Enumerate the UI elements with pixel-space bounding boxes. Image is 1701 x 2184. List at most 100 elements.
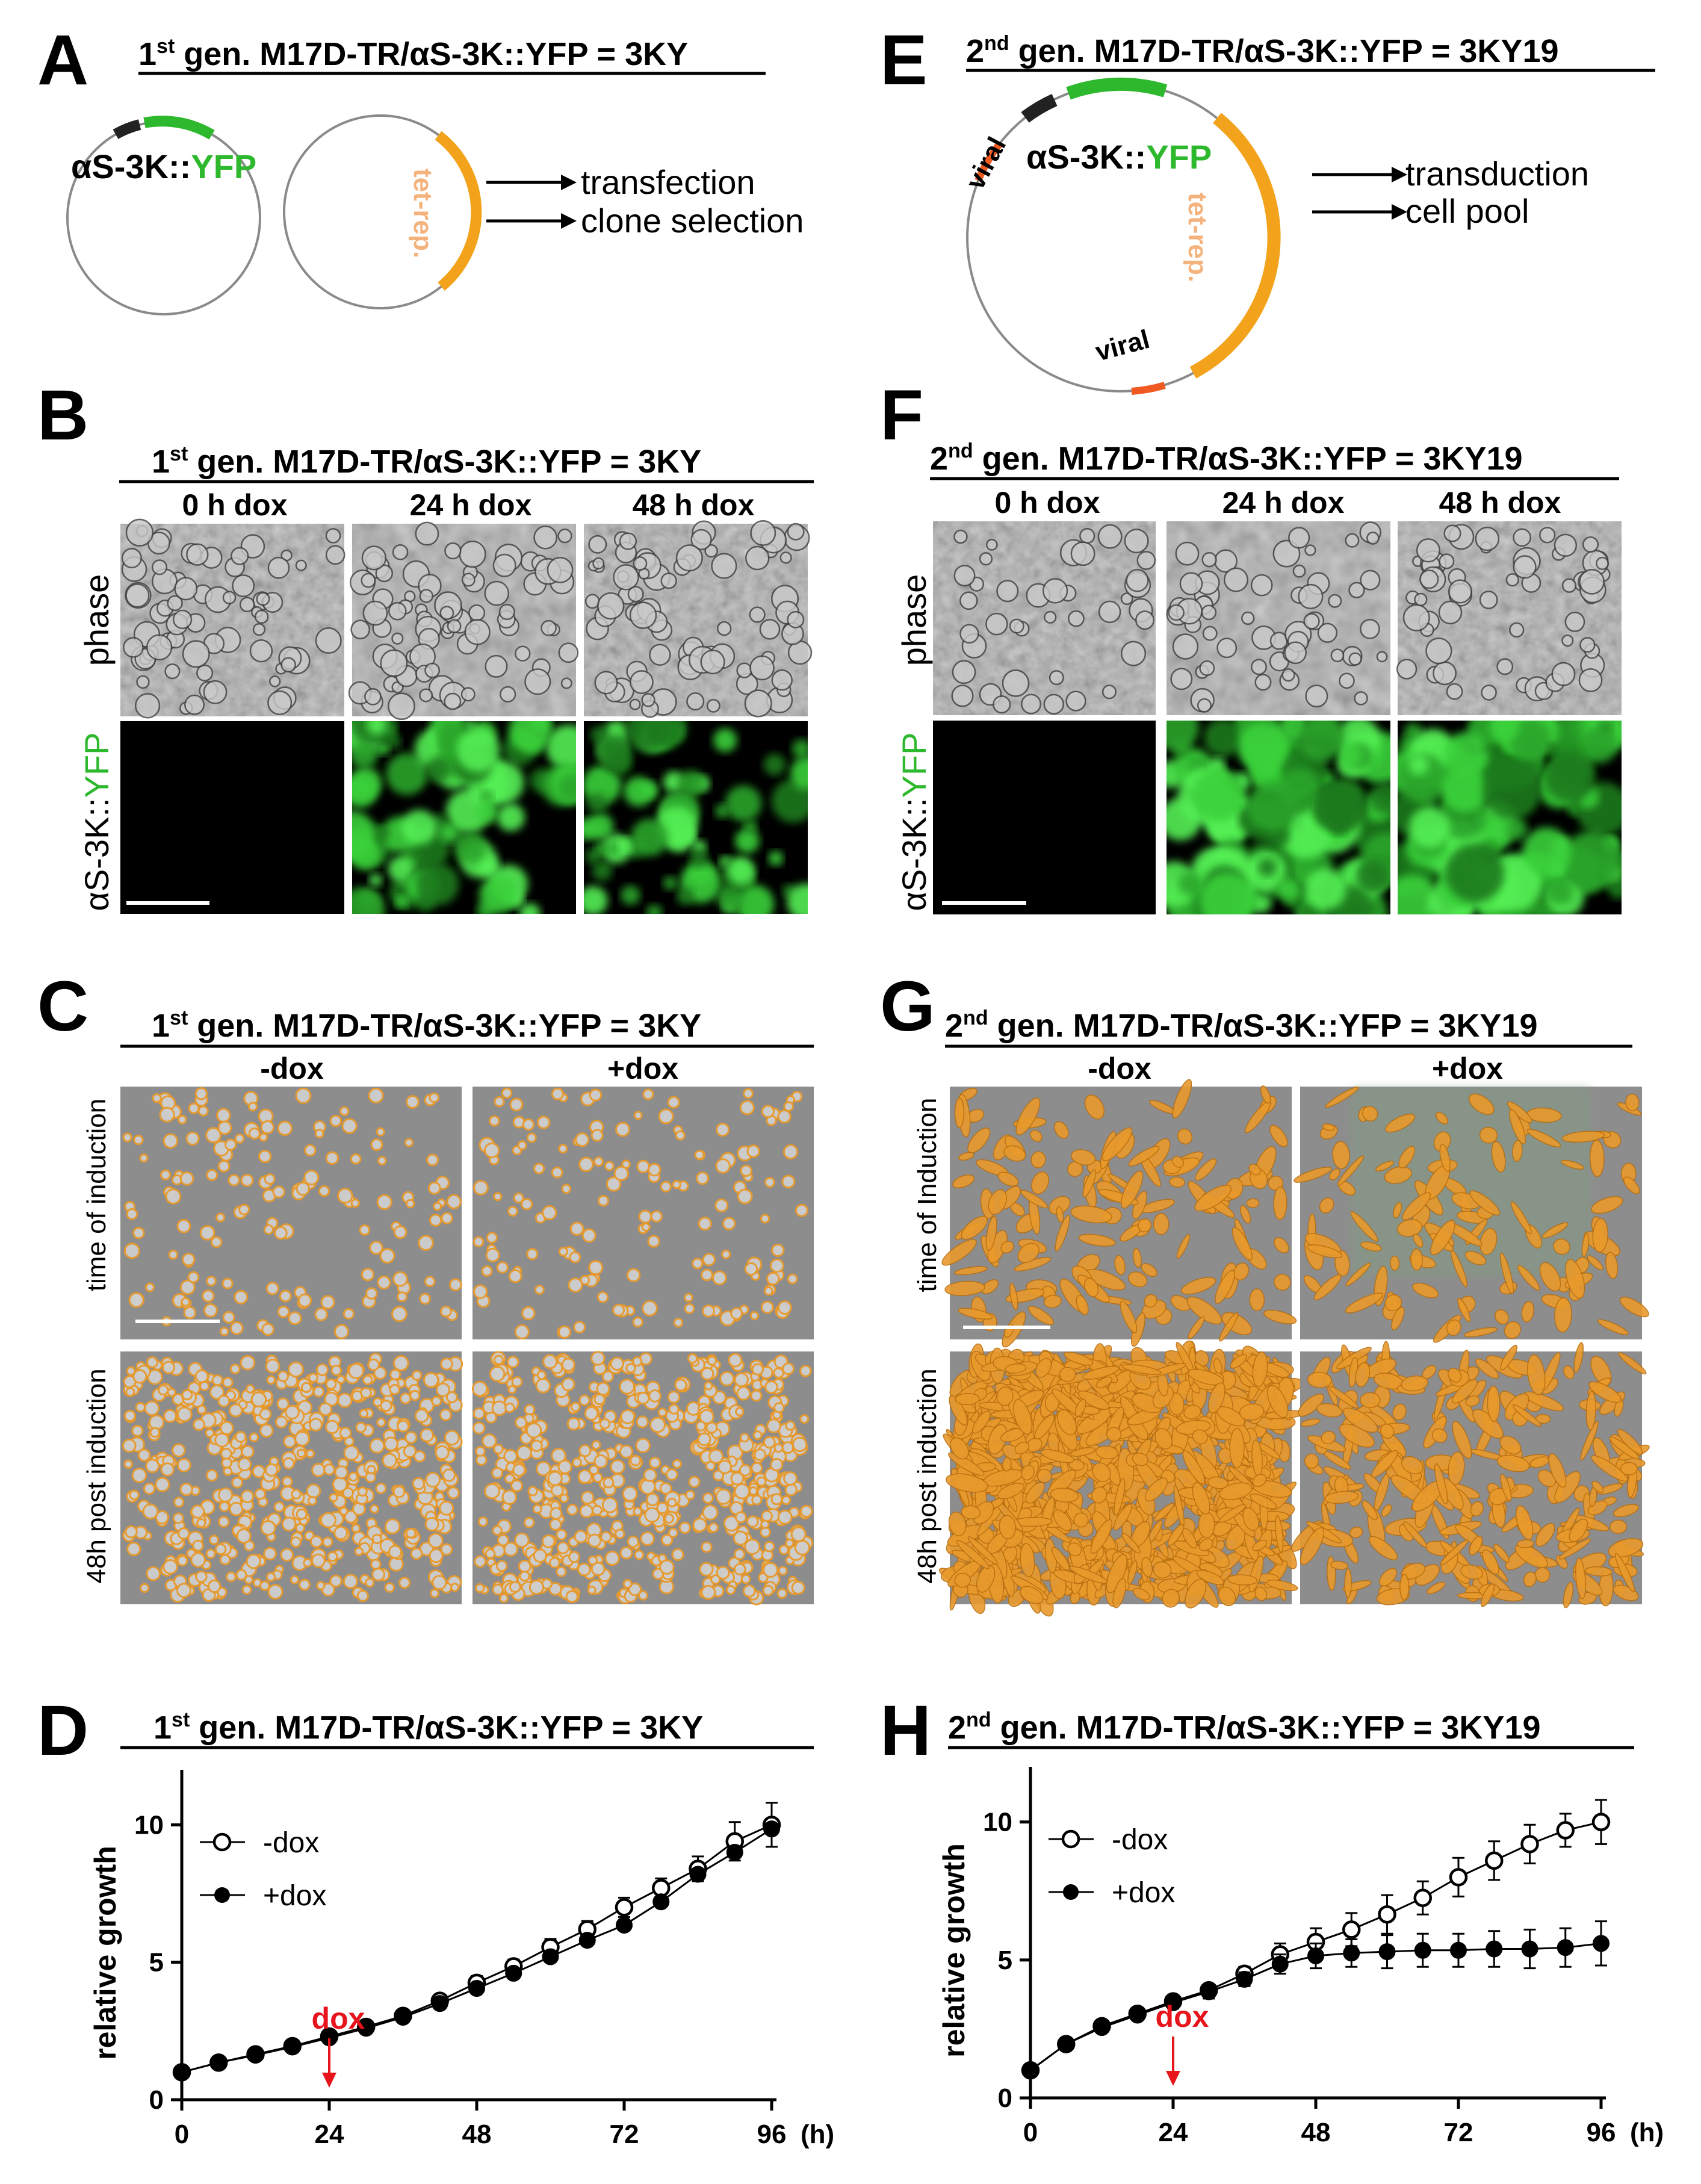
cell-mask bbox=[632, 1317, 643, 1328]
yfp-signal bbox=[1508, 721, 1552, 762]
cell-mask bbox=[717, 1459, 733, 1474]
cell-mask bbox=[131, 1467, 147, 1483]
cell-mask bbox=[1121, 1533, 1141, 1554]
cell-mask bbox=[234, 1134, 245, 1144]
cell-mask bbox=[1002, 1457, 1012, 1472]
cell-mask bbox=[799, 1414, 810, 1424]
cell-mask bbox=[947, 1452, 985, 1476]
cell-mask bbox=[1392, 1403, 1407, 1421]
fluorescence-image-0h bbox=[120, 721, 344, 914]
data-point bbox=[1165, 1994, 1182, 2011]
cell-mask bbox=[217, 1120, 232, 1135]
cell-mask bbox=[273, 1501, 285, 1513]
cell-mask bbox=[1391, 1306, 1405, 1331]
cell-mask bbox=[311, 1463, 326, 1477]
cell-mask bbox=[728, 1353, 743, 1368]
cell-mask bbox=[742, 1584, 756, 1598]
cell-mask bbox=[1457, 1297, 1471, 1323]
yfp-signal bbox=[1192, 769, 1245, 822]
cell-mask bbox=[285, 1404, 300, 1420]
legend: -dox +dox bbox=[1049, 1824, 1175, 1909]
cell-mask bbox=[360, 1387, 372, 1399]
cell-mask bbox=[368, 1087, 384, 1104]
cell-mask bbox=[179, 1482, 193, 1497]
yfp-segment-e bbox=[1066, 77, 1168, 100]
phase-cell bbox=[125, 518, 154, 547]
x-tick-label: 0 bbox=[1023, 2118, 1038, 2147]
cell-mask bbox=[507, 1206, 518, 1217]
cell-mask bbox=[1558, 1538, 1591, 1560]
cell-mask bbox=[1000, 1241, 1014, 1254]
cell-mask bbox=[382, 1453, 397, 1468]
phase-cell bbox=[362, 600, 388, 626]
cell-mask bbox=[413, 1450, 426, 1463]
cell-mask bbox=[511, 1376, 523, 1388]
phase-cell bbox=[464, 619, 491, 645]
cell-mask bbox=[541, 1534, 556, 1548]
data-point bbox=[1271, 1955, 1289, 1973]
cell-mask bbox=[1468, 1093, 1495, 1115]
phase-cell bbox=[164, 663, 181, 680]
data-point bbox=[578, 1932, 596, 1949]
yfp-signal bbox=[768, 851, 784, 866]
cell-mask bbox=[258, 1149, 272, 1164]
cell-mask bbox=[377, 1156, 387, 1165]
cell-mask bbox=[642, 1300, 658, 1317]
cell-mask bbox=[1360, 1241, 1382, 1252]
cell-mask bbox=[633, 1507, 643, 1516]
cell-mask bbox=[388, 1545, 403, 1559]
cell-mask bbox=[736, 1386, 751, 1401]
cell-mask bbox=[518, 1559, 531, 1573]
cell-mask bbox=[685, 1489, 696, 1500]
phase-cell bbox=[749, 606, 766, 623]
cell-mask bbox=[1095, 1445, 1119, 1460]
phase-cell bbox=[267, 690, 293, 715]
cell-mask bbox=[627, 1535, 639, 1548]
cell-mask bbox=[566, 1417, 581, 1431]
cell-mask bbox=[135, 1401, 146, 1413]
phase-cell bbox=[959, 591, 978, 610]
yfp-signal bbox=[1167, 798, 1202, 841]
cell-mask bbox=[637, 1392, 650, 1405]
cell-mask bbox=[472, 1421, 486, 1435]
cell-mask bbox=[534, 1285, 545, 1295]
cell-mask bbox=[525, 1422, 542, 1439]
cell-mask bbox=[1535, 1522, 1555, 1547]
cell-mask bbox=[132, 1226, 145, 1239]
panel-e-title: 2nd gen. M17D-TR/αS-3K::YFP = 3KY19 bbox=[966, 32, 1559, 69]
cell-mask bbox=[486, 1232, 498, 1244]
phase-cell bbox=[1065, 690, 1086, 712]
cell-mask bbox=[444, 1430, 460, 1446]
yfp-signal bbox=[735, 828, 760, 854]
yfp-signal bbox=[689, 849, 708, 869]
cell-mask bbox=[248, 1127, 261, 1140]
cell-mask bbox=[1090, 1519, 1113, 1554]
data-point bbox=[1378, 1943, 1396, 1961]
cell-mask bbox=[1509, 1109, 1526, 1145]
yfp-signal bbox=[678, 771, 705, 797]
phase-cell bbox=[350, 619, 371, 640]
cell-mask bbox=[1025, 1481, 1045, 1504]
panel-h-title: 2nd gen. M17D-TR/αS-3K::YFP = 3KY19 bbox=[948, 1708, 1541, 1746]
cell-mask bbox=[235, 1430, 247, 1443]
cell-mask bbox=[1368, 1536, 1398, 1561]
yfp-signal bbox=[369, 873, 382, 887]
cell-mask bbox=[578, 1156, 594, 1172]
viral-ltr-segment-2 bbox=[1131, 382, 1166, 395]
analysis-image-plus-dox-induction bbox=[1294, 1086, 1649, 1343]
cell-mask bbox=[322, 1536, 333, 1548]
cell-mask bbox=[329, 1493, 338, 1503]
yfp-signal bbox=[735, 884, 774, 914]
yfp-signal bbox=[713, 728, 737, 752]
phase-cell bbox=[1272, 539, 1301, 568]
cell-mask bbox=[194, 1369, 209, 1383]
cell-mask bbox=[733, 1548, 746, 1560]
phase-cell bbox=[787, 523, 805, 541]
cell-mask bbox=[131, 1424, 144, 1437]
cell-mask bbox=[668, 1403, 680, 1415]
phase-cell bbox=[1578, 668, 1603, 692]
cell-mask bbox=[715, 1488, 732, 1505]
phase-cell bbox=[547, 557, 574, 583]
cell-mask bbox=[1384, 1294, 1402, 1312]
panel-g: G 2nd gen. M17D-TR/αS-3K::YFP = 3KY19 -d… bbox=[880, 967, 1650, 1617]
